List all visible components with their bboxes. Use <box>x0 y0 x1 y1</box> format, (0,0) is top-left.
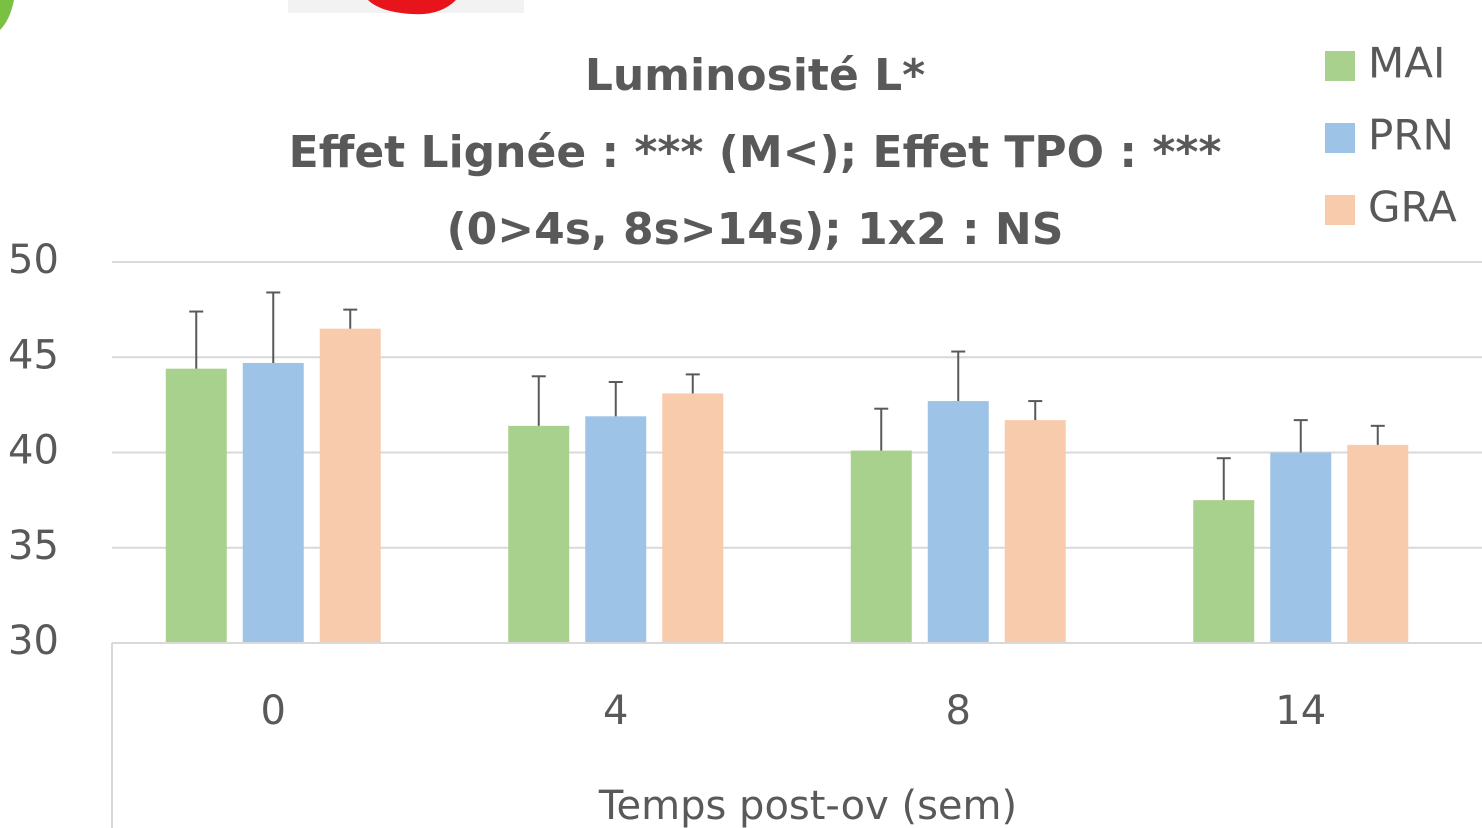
chart-title: Effet Lignée : *** (M<); Effet TPO : *** <box>289 127 1222 178</box>
x-tick-label: 4 <box>603 688 628 734</box>
y-tick-label: 45 <box>8 332 59 378</box>
bar <box>850 450 912 643</box>
bar <box>165 368 227 643</box>
legend-swatch <box>1325 51 1355 81</box>
x-tick-label: 0 <box>261 688 286 734</box>
y-tick-label: 30 <box>8 618 59 664</box>
bar <box>242 362 304 643</box>
bar <box>1347 444 1409 643</box>
x-tick-label: 14 <box>1275 688 1326 734</box>
bar <box>662 393 724 643</box>
legend-swatch <box>1325 123 1355 153</box>
legend-label: MAI <box>1368 39 1445 88</box>
x-tick-label: 8 <box>946 688 971 734</box>
y-tick-label: 35 <box>8 523 59 569</box>
decor-image <box>368 0 456 15</box>
decor-shape <box>0 0 14 30</box>
y-tick-label: 50 <box>8 237 59 283</box>
legend-label: GRA <box>1368 183 1457 232</box>
x-axis-label: Temps post-ov (sem) <box>598 783 1017 828</box>
legend-swatch <box>1325 195 1355 225</box>
chart-title: (0>4s, 8s>14s); 1x2 : NS <box>447 204 1064 255</box>
bar <box>1270 452 1332 643</box>
bar <box>1193 500 1255 643</box>
y-tick-label: 40 <box>8 428 59 474</box>
bar <box>585 416 647 643</box>
chart-title: Luminosité L* <box>585 50 925 101</box>
bar <box>927 401 989 643</box>
bar <box>319 328 381 643</box>
legend-label: PRN <box>1368 111 1454 160</box>
bar <box>1004 420 1066 643</box>
bar <box>508 425 570 643</box>
